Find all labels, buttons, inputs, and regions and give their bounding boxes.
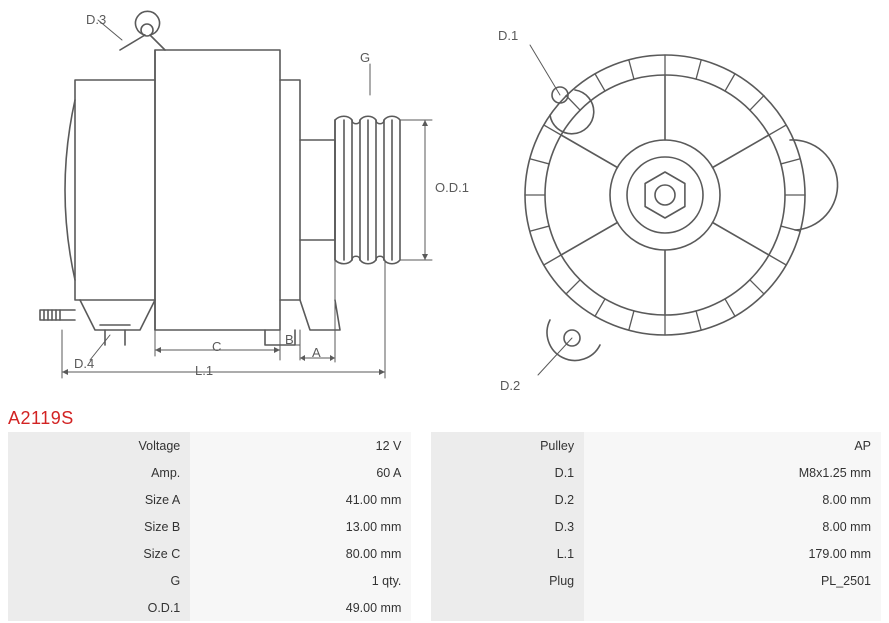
spec-value: AP — [584, 432, 881, 459]
spec-value: M8x1.25 mm — [584, 459, 881, 486]
label-c: C — [212, 339, 221, 354]
spec-value: 12 V — [190, 432, 411, 459]
spec-value: 1 qty. — [190, 567, 411, 594]
spec-label: O.D.1 — [8, 594, 190, 621]
label-l1: L.1 — [195, 363, 213, 378]
spec-label: D.1 — [431, 459, 584, 486]
spec-label: Size C — [8, 540, 190, 567]
spec-value: 80.00 mm — [190, 540, 411, 567]
spec-value: 49.00 mm — [190, 594, 411, 621]
spec-label: D.3 — [431, 513, 584, 540]
spec-label: Amp. — [8, 459, 190, 486]
label-a: A — [312, 345, 321, 360]
spec-label: G — [8, 567, 190, 594]
spec-value: 179.00 mm — [584, 540, 881, 567]
spec-label: D.2 — [431, 486, 584, 513]
spec-value: 8.00 mm — [584, 486, 881, 513]
spec-label: Plug — [431, 567, 584, 594]
label-g: G — [360, 50, 370, 65]
label-d4: D.4 — [74, 356, 94, 371]
diagram-area: D.3 G O.D.1 D.4 C B A L.1 — [0, 0, 889, 400]
spec-label: Size A — [8, 486, 190, 513]
spec-value: 8.00 mm — [584, 513, 881, 540]
part-number: A2119S — [8, 408, 74, 429]
spec-label: Voltage — [8, 432, 190, 459]
label-d1: D.1 — [498, 28, 518, 43]
specifications-table: Voltage12 V PulleyAP Amp.60 A D.1M8x1.25 mm… — [8, 432, 881, 621]
label-d3: D.3 — [86, 12, 106, 27]
spec-label: L.1 — [431, 540, 584, 567]
spec-value: PL_2501 — [584, 567, 881, 594]
spec-label: Size B — [8, 513, 190, 540]
alternator-front-view — [490, 0, 870, 400]
spec-value — [584, 594, 881, 621]
spec-value: 41.00 mm — [190, 486, 411, 513]
label-od1: O.D.1 — [435, 180, 469, 195]
alternator-side-view — [0, 0, 480, 400]
label-b: B — [285, 332, 294, 347]
spec-value: 60 A — [190, 459, 411, 486]
label-d2: D.2 — [500, 378, 520, 393]
spec-label — [431, 594, 584, 621]
spec-value: 13.00 mm — [190, 513, 411, 540]
spec-label: Pulley — [431, 432, 584, 459]
